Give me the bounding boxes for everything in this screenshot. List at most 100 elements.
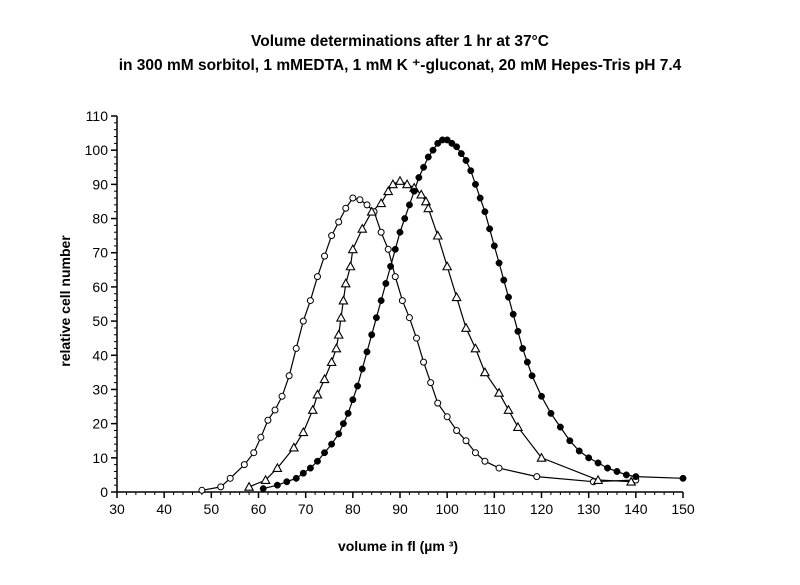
series-3-point	[424, 153, 432, 161]
series-2-point	[387, 179, 399, 189]
series-3-point	[391, 245, 399, 253]
series-3-point	[547, 409, 555, 417]
series-3-point	[382, 280, 390, 287]
series-3-point	[306, 464, 314, 472]
series-1-point	[434, 399, 442, 407]
series-3-point	[523, 358, 531, 366]
series-2-point	[312, 389, 323, 399]
series-3-point	[467, 167, 475, 175]
series-3-point	[528, 372, 536, 380]
series-3-point	[500, 276, 508, 284]
axes: 0 10 20 30 40 50 60 70 80 90 100 110 30 40 50 60 70 80 90 1…	[85, 108, 695, 517]
series-2-point	[536, 452, 547, 462]
series-markers	[198, 136, 687, 494]
series-1-point	[250, 449, 258, 457]
series-2-point	[375, 197, 387, 208]
series-3-point	[448, 139, 456, 147]
series-2-point	[401, 179, 413, 189]
series-3-point	[566, 437, 574, 445]
series-1-point	[313, 273, 321, 281]
series-1-point	[328, 232, 336, 240]
series-1-point	[413, 334, 421, 342]
series-2-point	[493, 387, 505, 397]
y-tick-label: 60	[92, 279, 108, 295]
series-2-point	[420, 196, 432, 206]
y-tick-label: 30	[92, 381, 108, 397]
series-3-point	[292, 474, 300, 482]
series-1-point	[398, 297, 406, 305]
series-1-point	[443, 413, 451, 421]
series-3-point	[613, 468, 621, 475]
series-2-point	[394, 175, 406, 185]
x-tick-label: 80	[345, 501, 361, 517]
series-1-point	[271, 406, 279, 414]
series-1-point	[292, 344, 300, 352]
series-1-point	[471, 449, 479, 457]
series-3-point	[321, 449, 328, 457]
series-1-point	[363, 201, 371, 209]
series-2-point	[592, 474, 604, 484]
series-3-point	[405, 201, 413, 209]
series-2-point	[260, 474, 271, 484]
series-1-point	[257, 433, 265, 441]
series-3-point	[632, 473, 640, 481]
series-1-point	[405, 314, 413, 322]
x-tick-label: 90	[392, 501, 408, 517]
series-lines	[201, 139, 684, 491]
series-1-point	[453, 426, 461, 434]
series-3-point	[328, 440, 336, 448]
y-tick-label: 80	[92, 211, 108, 227]
series-3-point	[556, 423, 564, 431]
series-3-point	[410, 187, 418, 195]
series-3-point	[622, 471, 630, 479]
series-1-point	[299, 317, 307, 325]
x-axis-label: volume in fl (µm ³)	[338, 538, 458, 554]
series-3-point	[443, 136, 451, 144]
series-2-point	[512, 421, 524, 431]
series-3-point	[344, 409, 352, 417]
series-3-point	[495, 259, 503, 267]
series-3-point	[490, 242, 498, 250]
series-1-point	[278, 392, 286, 400]
series-3-point	[314, 457, 321, 465]
series-2-point	[442, 261, 453, 271]
series-1-point	[427, 379, 435, 387]
series-3-point	[339, 420, 347, 428]
series-3-point	[349, 396, 357, 404]
series-1-point	[335, 218, 343, 226]
series-1-point	[226, 474, 234, 482]
x-tick-label: 60	[251, 501, 267, 517]
series-2-point	[366, 206, 377, 216]
x-tick-label: 100	[435, 501, 459, 517]
series-1-point	[481, 457, 489, 465]
series-2-point	[625, 476, 637, 486]
series-3-point	[429, 146, 437, 154]
x-tick-label: 150	[671, 501, 695, 517]
series-1-point	[240, 461, 248, 469]
series-2-point	[479, 367, 491, 377]
y-tick-label: 20	[92, 416, 108, 432]
series-1-point	[342, 204, 350, 212]
series-2-point	[383, 185, 394, 196]
series-3-point	[575, 447, 583, 455]
series-3-point	[259, 485, 267, 493]
series-1-point	[356, 196, 364, 204]
series-1-point	[462, 437, 470, 445]
chart-title-line-1: Volume determinations after 1 hr at 37°C	[251, 33, 549, 50]
series-3-point	[585, 454, 593, 462]
x-tick-label: 50	[204, 501, 220, 517]
series-2-line	[248, 180, 632, 488]
series-3-point	[514, 327, 522, 335]
series-2-point	[470, 343, 481, 353]
series-3-point	[273, 481, 281, 489]
series-3-point	[387, 262, 395, 270]
series-3-point	[354, 382, 361, 390]
series-1-point	[349, 194, 357, 202]
series-2-point	[340, 278, 351, 288]
series-1-point	[217, 483, 225, 491]
series-3-point	[401, 215, 409, 222]
x-tick-label: 120	[530, 501, 554, 517]
series-3-point	[509, 310, 517, 318]
x-tick-label: 110	[483, 501, 506, 517]
